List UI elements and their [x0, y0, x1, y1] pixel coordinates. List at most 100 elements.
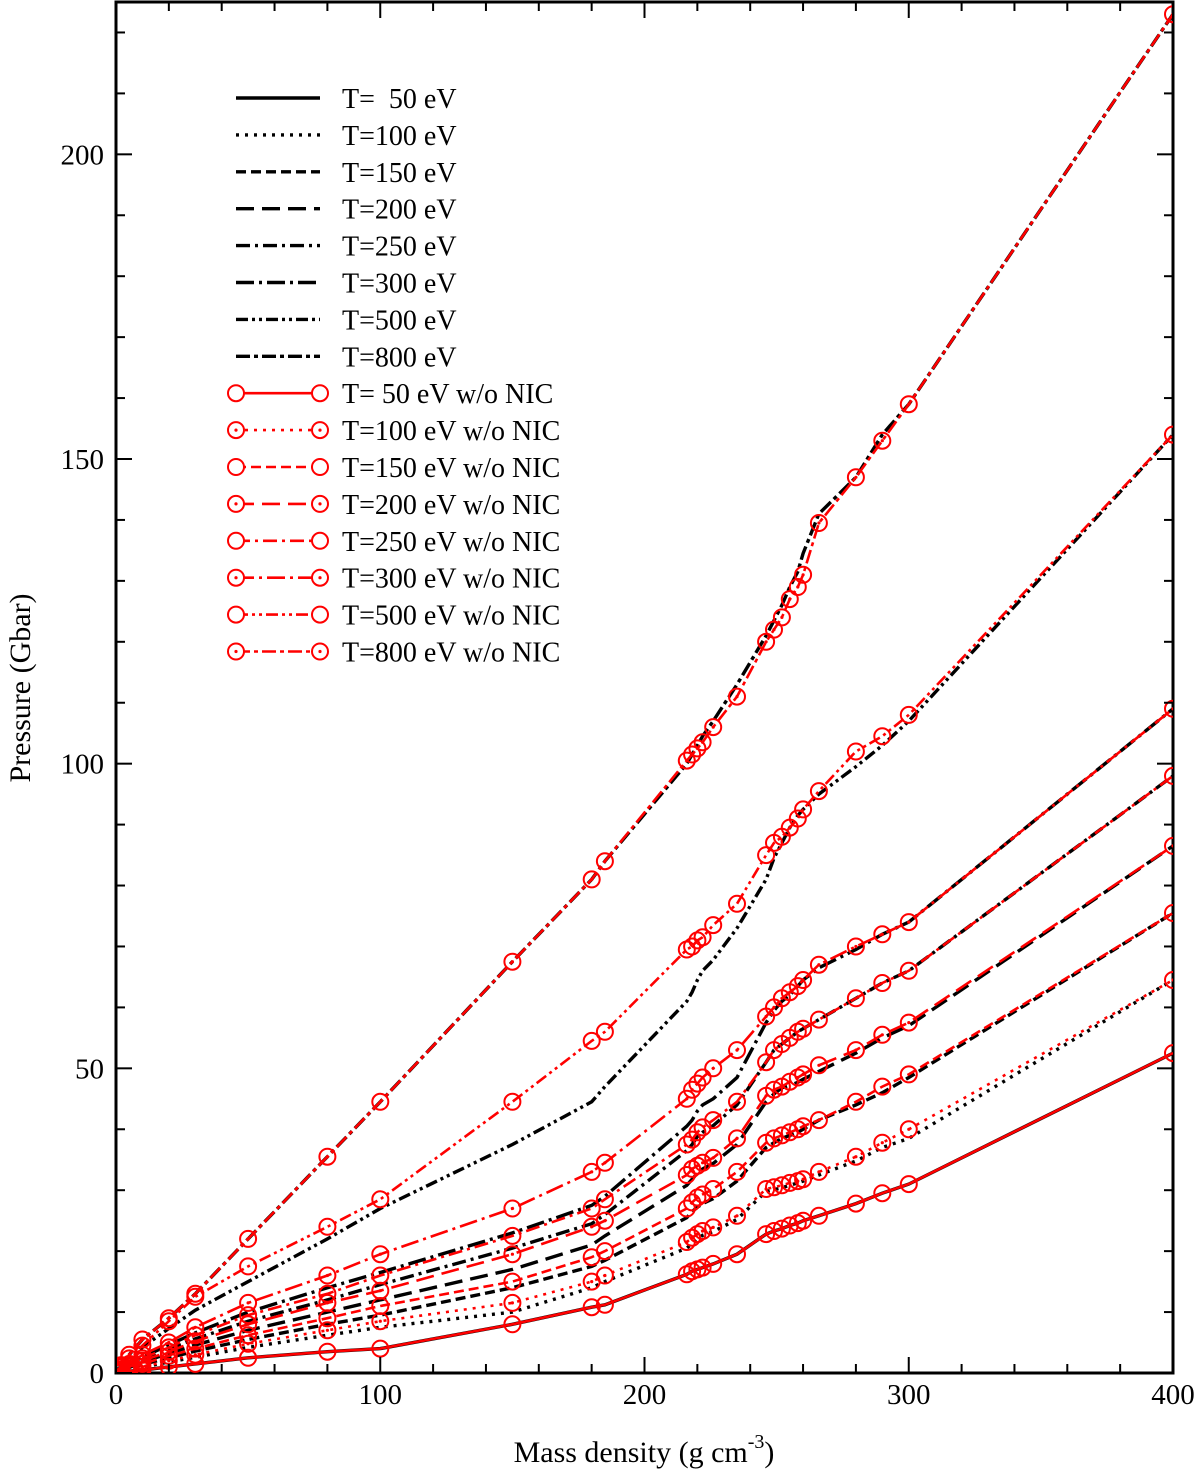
- data-point: [794, 971, 813, 989]
- data-point-center: [817, 963, 821, 967]
- data-point: [704, 1111, 723, 1130]
- data-point-center: [880, 439, 884, 443]
- data-point-center: [193, 1339, 197, 1343]
- data-point-center: [764, 640, 768, 644]
- legend-entry: T=500 eV w/o NIC: [227, 601, 560, 632]
- legend-entry: T=150 eV: [236, 158, 457, 189]
- data-point-center: [246, 1301, 250, 1305]
- data-point-center: [117, 1367, 121, 1371]
- data-point: [873, 727, 892, 746]
- data-point: [765, 1222, 783, 1240]
- data-point: [899, 395, 918, 414]
- data-point: [788, 809, 807, 828]
- data-point: [1164, 5, 1173, 24]
- data-point-center: [193, 1353, 197, 1357]
- legend-label: T= 50 eV: [342, 84, 457, 115]
- legend-marker-center: [318, 576, 322, 580]
- y-tick-label: 50: [75, 1053, 104, 1085]
- data-point-center: [603, 1219, 607, 1223]
- data-point: [133, 1336, 152, 1355]
- data-point-center: [685, 1097, 689, 1101]
- data-point: [683, 937, 702, 956]
- data-point-center: [711, 1225, 715, 1229]
- legend-label: T=150 eV: [342, 158, 457, 189]
- data-point: [693, 1222, 712, 1240]
- data-point: [318, 1217, 337, 1236]
- data-point: [728, 1162, 746, 1181]
- data-point: [688, 739, 707, 758]
- data-point: [318, 1266, 337, 1285]
- data-point-center: [603, 859, 607, 863]
- data-point: [728, 687, 746, 706]
- data-point-center: [325, 1328, 329, 1332]
- data-point-center: [378, 1100, 382, 1104]
- series-line: [117, 707, 1173, 1373]
- legend-marker: [311, 605, 329, 624]
- legend-marker-center: [234, 502, 238, 506]
- data-point-center: [764, 1014, 768, 1019]
- data-point: [1164, 971, 1173, 989]
- data-point: [582, 870, 601, 889]
- data-point-center: [711, 1156, 715, 1160]
- series-6: [117, 707, 1173, 1373]
- legend-entry: T=100 eV: [236, 121, 457, 152]
- data-point: [899, 705, 918, 724]
- data-point: [595, 1266, 614, 1285]
- data-point: [846, 468, 865, 487]
- data-point: [693, 928, 712, 947]
- data-point-center: [772, 1005, 776, 1010]
- data-point: [595, 1295, 614, 1314]
- data-point: [318, 1342, 337, 1361]
- data-point: [794, 565, 813, 584]
- data-point: [318, 1321, 337, 1340]
- data-point-center: [590, 877, 594, 882]
- data-point: [809, 1111, 828, 1130]
- data-point: [794, 1211, 813, 1230]
- data-point-center: [880, 1141, 884, 1145]
- legend-label: T=200 eV: [342, 195, 457, 226]
- y-tick-label: 200: [61, 139, 105, 171]
- legend-marker-center: [234, 576, 238, 580]
- data-point: [683, 745, 702, 764]
- data-point: [677, 751, 696, 770]
- data-point-center: [325, 1273, 329, 1278]
- data-point-center: [127, 1353, 131, 1357]
- data-point: [503, 1245, 522, 1264]
- data-point-center: [796, 585, 800, 589]
- series-line: [118, 844, 1173, 1373]
- x-tick-label: 100: [359, 1379, 403, 1411]
- data-point-center: [378, 1289, 382, 1293]
- data-point-center: [193, 1292, 197, 1296]
- series-4: [117, 844, 1173, 1373]
- legend-entry: T=150 eV w/o NIC: [227, 453, 560, 484]
- data-point-center: [711, 725, 715, 729]
- legend-label: T=500 eV: [342, 305, 457, 336]
- y-tick-label: 0: [90, 1358, 105, 1390]
- data-point-center: [817, 1170, 821, 1174]
- data-point: [846, 937, 865, 956]
- data-point: [371, 1245, 390, 1264]
- data-point: [582, 1199, 601, 1218]
- legend-marker-center: [318, 502, 322, 506]
- data-point-center: [510, 960, 514, 964]
- data-point-center: [801, 978, 805, 982]
- data-point: [239, 1293, 258, 1312]
- data-point-center: [780, 615, 784, 620]
- legend-entry: T=100 eV w/o NIC: [227, 416, 560, 447]
- data-point: [186, 1332, 205, 1351]
- data-point: [239, 1306, 258, 1325]
- data-point: [765, 1080, 783, 1099]
- data-point-center: [735, 695, 739, 699]
- data-point: [693, 1153, 712, 1172]
- data-point-center: [801, 1177, 805, 1181]
- data-point: [1164, 836, 1173, 855]
- series-14: [116, 699, 1173, 1373]
- data-point-center: [854, 1048, 858, 1052]
- data-point: [846, 989, 865, 1008]
- data-point: [899, 1013, 918, 1032]
- series-11: [116, 904, 1173, 1373]
- data-point: [688, 1074, 707, 1093]
- legend-marker: [227, 605, 245, 624]
- y-axis-label: Pressure (Gbar): [4, 593, 37, 782]
